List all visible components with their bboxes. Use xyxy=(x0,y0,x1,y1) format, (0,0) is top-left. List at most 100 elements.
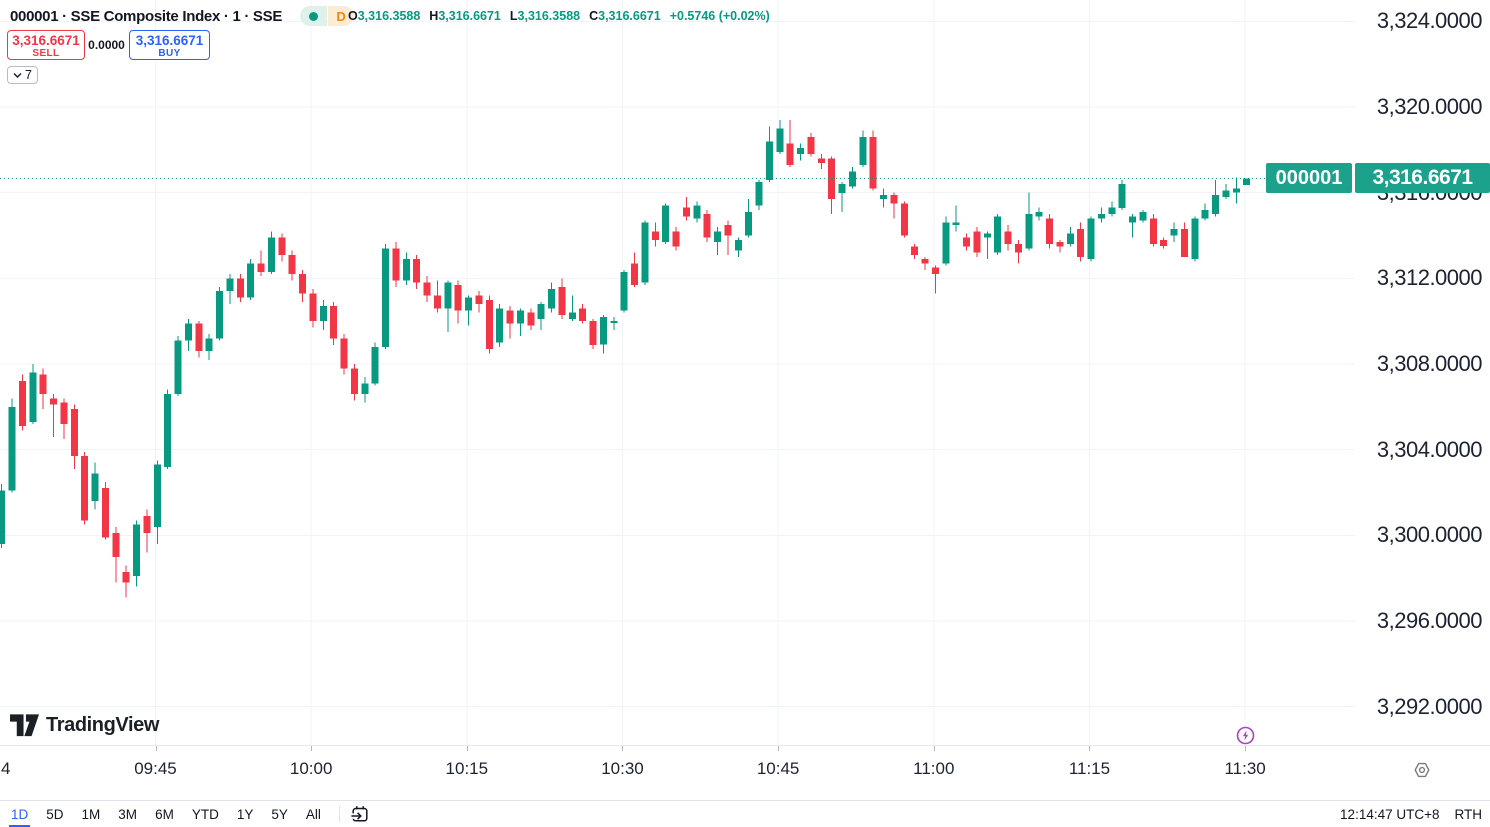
price-change: +0.5746 (+0.02%) xyxy=(669,9,770,23)
ohlc-close-key: C xyxy=(589,9,599,23)
candle-body xyxy=(963,237,971,247)
candle-body xyxy=(299,274,307,294)
range-button-5d[interactable]: 5D xyxy=(46,806,64,822)
time-tick xyxy=(1089,746,1091,751)
candle-body xyxy=(153,464,161,527)
candle-body xyxy=(1243,178,1251,185)
candle-body xyxy=(288,254,296,275)
time-label: 09:45 xyxy=(134,759,177,778)
candle-body xyxy=(1077,229,1085,257)
candle-body xyxy=(1066,233,1074,245)
candle-body xyxy=(859,137,867,165)
drawings-count: 7 xyxy=(25,68,32,82)
candle-body xyxy=(174,340,182,394)
candle-body xyxy=(1046,218,1054,245)
candle-body xyxy=(517,310,524,324)
time-label: 11:00 xyxy=(913,759,955,778)
candle-body xyxy=(184,323,192,341)
time-label: 11:30 xyxy=(1224,759,1266,778)
buy-button[interactable]: 3,316.6671 BUY xyxy=(129,30,210,60)
candle-body xyxy=(226,278,234,292)
candle-body xyxy=(983,233,991,238)
candle-body xyxy=(610,321,618,323)
price-axis-label: 3,320.0000 xyxy=(1376,94,1483,120)
spread-value: 0.0000 xyxy=(88,38,125,52)
tradingview-logo-text: TradingView xyxy=(46,714,160,736)
range-button-1d[interactable]: 1D xyxy=(9,803,31,827)
session-label[interactable]: RTH xyxy=(1454,807,1482,822)
go-to-date-button[interactable] xyxy=(350,804,370,824)
candle-body xyxy=(143,516,151,534)
candle-body xyxy=(1201,209,1209,219)
candle-body xyxy=(869,137,877,189)
candle-body xyxy=(423,282,431,296)
candle-body xyxy=(1170,229,1178,236)
candle-body xyxy=(70,409,78,457)
candle-body xyxy=(267,237,275,272)
range-button-1y[interactable]: 1Y xyxy=(236,806,254,822)
bottom-toolbar: 1D 5D 1M 3M 6M YTD 1Y 5Y All 12:14:47 UTC+8 RTH xyxy=(0,800,1490,827)
symbol-title[interactable]: 000001 · SSE Composite Index · 1 · SSE xyxy=(10,7,283,25)
market-open-dot-icon xyxy=(309,11,319,21)
range-button-all[interactable]: All xyxy=(305,806,321,822)
price-axis-label: 3,324.0000 xyxy=(1376,8,1483,34)
time-label: 10:45 xyxy=(756,759,800,778)
range-button-5y[interactable]: 5Y xyxy=(271,806,288,822)
ohlc-high-value: 3,316.6671 xyxy=(438,9,501,23)
candle-body xyxy=(216,291,224,339)
candle-body xyxy=(371,346,379,384)
candle-body xyxy=(942,222,950,264)
ohlc-open-key: O xyxy=(348,9,358,23)
candle-body xyxy=(537,304,545,320)
candle-body xyxy=(1015,244,1022,253)
candle-body xyxy=(1098,214,1105,219)
range-button-1m[interactable]: 1M xyxy=(81,806,101,822)
candle-body xyxy=(1108,207,1116,215)
time-tick xyxy=(778,746,780,751)
tradingview-logo[interactable]: TradingView xyxy=(10,714,159,737)
candle-body xyxy=(330,306,338,339)
time-label-partial: 4 xyxy=(1,759,11,778)
candle-body xyxy=(693,205,701,219)
time-axis[interactable]: 4 09:45 10:00 10:15 10:30 10:45 11:00 11:15 11:… xyxy=(0,745,1490,800)
candle-body xyxy=(1035,212,1043,217)
candle-body xyxy=(122,571,130,583)
candle-body xyxy=(1025,214,1033,249)
range-button-3m[interactable]: 3M xyxy=(118,806,138,822)
candle-body xyxy=(1222,190,1230,197)
ohlc-close-value: 3,316.6671 xyxy=(598,9,661,23)
clock-timezone[interactable]: 12:14:47 UTC+8 xyxy=(1340,807,1440,822)
gridlines xyxy=(0,0,1355,745)
candle-body xyxy=(102,488,109,538)
candle-body xyxy=(672,231,680,247)
sell-button[interactable]: 3,316.6671 SELL xyxy=(7,30,85,60)
drawings-count-toggle[interactable]: 7 xyxy=(7,66,38,84)
interval-badge[interactable]: D xyxy=(328,6,355,26)
candle-body xyxy=(745,212,753,236)
candle-body xyxy=(994,216,1002,253)
candle-body xyxy=(662,205,670,242)
candle-body xyxy=(205,338,213,352)
candle-body xyxy=(50,398,58,405)
candle-body xyxy=(8,406,16,491)
time-label: 11:15 xyxy=(1068,759,1111,778)
time-tick xyxy=(466,746,468,751)
range-selector: 1D 5D 1M 3M 6M YTD 1Y 5Y All xyxy=(9,803,337,827)
candle-body xyxy=(548,289,556,309)
time-label: 10:30 xyxy=(601,759,644,778)
candle-body xyxy=(1232,188,1240,193)
lightning-icon[interactable] xyxy=(1236,726,1255,745)
range-button-6m[interactable]: 6M xyxy=(155,806,174,822)
range-button-ytd[interactable]: YTD xyxy=(191,806,219,822)
candle-body xyxy=(568,312,576,319)
axis-settings-gear-icon[interactable] xyxy=(1413,761,1431,779)
candle-body xyxy=(1129,216,1137,223)
candle-body xyxy=(485,299,493,350)
candle-body xyxy=(247,263,255,298)
sell-label: SELL xyxy=(32,48,60,59)
price-axis-label: 3,296.0000 xyxy=(1376,608,1483,633)
candle-body xyxy=(319,306,327,322)
chart-canvas[interactable] xyxy=(0,0,1490,745)
candle-body xyxy=(683,207,690,217)
candle-body xyxy=(454,284,462,311)
